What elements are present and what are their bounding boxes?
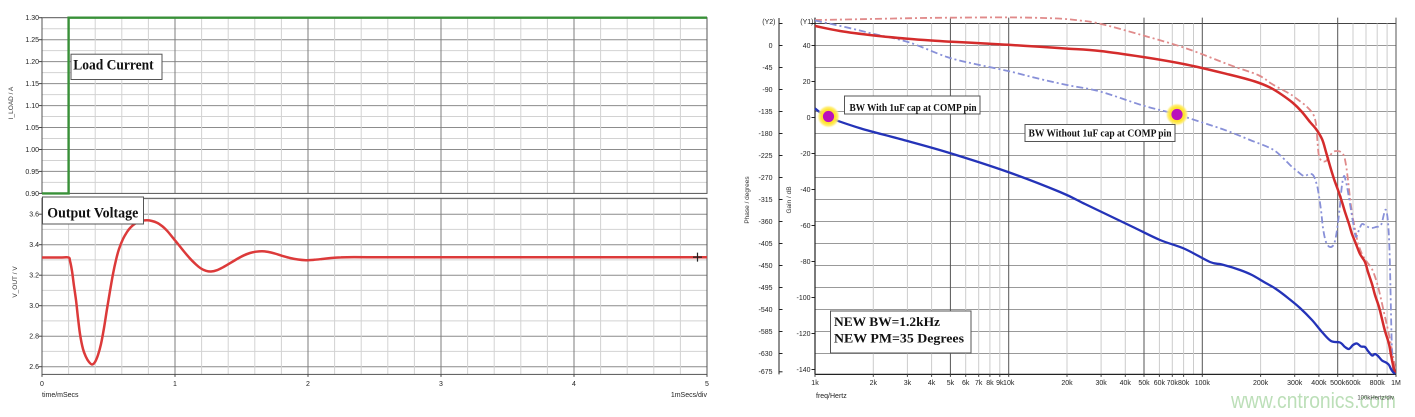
- svg-text:I_LOAD / A: I_LOAD / A: [8, 86, 15, 119]
- svg-text:10k: 10k: [1003, 380, 1015, 387]
- svg-text:800k: 800k: [1370, 380, 1386, 387]
- svg-text:3.0: 3.0: [29, 303, 39, 310]
- svg-text:1.20: 1.20: [25, 59, 39, 66]
- svg-text:1M: 1M: [1391, 380, 1401, 387]
- svg-text:0: 0: [40, 381, 44, 388]
- svg-text:-225: -225: [758, 153, 772, 160]
- svg-text:200k: 200k: [1253, 380, 1269, 387]
- svg-text:4k: 4k: [928, 380, 936, 387]
- svg-text:100k: 100k: [1195, 380, 1211, 387]
- svg-text:(Y2): (Y2): [762, 19, 775, 26]
- svg-text:100kHertz/div: 100kHertz/div: [1357, 396, 1394, 402]
- svg-text:2k: 2k: [870, 380, 878, 387]
- svg-text:1.30: 1.30: [25, 15, 39, 22]
- svg-text:NEW PM=35 Degrees: NEW PM=35 Degrees: [834, 332, 964, 346]
- svg-text:Load Current: Load Current: [73, 58, 154, 74]
- svg-text:0: 0: [807, 115, 811, 122]
- svg-text:(Y1): (Y1): [800, 19, 813, 26]
- svg-text:1mSecs/div: 1mSecs/div: [671, 392, 708, 399]
- svg-text:40k: 40k: [1120, 380, 1132, 387]
- svg-text:60k: 60k: [1154, 380, 1166, 387]
- svg-text:Phase / degrees: Phase / degrees: [744, 176, 751, 224]
- svg-text:3.4: 3.4: [29, 242, 39, 249]
- svg-text:3.6: 3.6: [29, 212, 39, 219]
- svg-text:20k: 20k: [1061, 380, 1073, 387]
- svg-text:4: 4: [572, 381, 576, 388]
- svg-text:-315: -315: [758, 197, 772, 204]
- svg-text:5k: 5k: [947, 380, 955, 387]
- svg-text:freq/Hertz: freq/Hertz: [816, 393, 847, 400]
- svg-text:3: 3: [439, 381, 443, 388]
- svg-text:1.10: 1.10: [25, 103, 39, 110]
- svg-text:-80: -80: [800, 259, 810, 266]
- svg-text:-270: -270: [758, 175, 772, 182]
- svg-text:-405: -405: [758, 241, 772, 248]
- svg-text:1.00: 1.00: [25, 147, 39, 154]
- svg-text:3k: 3k: [904, 380, 912, 387]
- svg-text:www.cntronics.com: www.cntronics.com: [1230, 388, 1396, 413]
- svg-text:0: 0: [769, 43, 773, 50]
- svg-text:BW Without 1uF cap at COMP pin: BW Without 1uF cap at COMP pin: [1029, 128, 1172, 139]
- svg-text:1k: 1k: [811, 380, 819, 387]
- svg-text:40: 40: [803, 43, 811, 50]
- svg-text:-585: -585: [758, 329, 772, 336]
- svg-text:V_OUT / V: V_OUT / V: [12, 266, 19, 298]
- svg-text:500k: 500k: [1330, 380, 1346, 387]
- svg-text:400k: 400k: [1311, 380, 1327, 387]
- svg-text:1: 1: [173, 381, 177, 388]
- svg-text:300k: 300k: [1287, 380, 1303, 387]
- svg-text:-540: -540: [758, 307, 772, 314]
- svg-text:-100: -100: [796, 295, 810, 302]
- svg-text:1.15: 1.15: [25, 81, 39, 88]
- svg-text:-40: -40: [800, 187, 810, 194]
- svg-text:2.6: 2.6: [29, 364, 39, 371]
- svg-text:2.8: 2.8: [29, 334, 39, 341]
- svg-text:7k: 7k: [975, 380, 983, 387]
- svg-text:0.90: 0.90: [25, 191, 39, 198]
- svg-text:-90: -90: [762, 87, 772, 94]
- svg-text:-60: -60: [800, 223, 810, 230]
- svg-text:-140: -140: [796, 367, 810, 374]
- svg-text:6k: 6k: [962, 380, 970, 387]
- svg-text:0.95: 0.95: [25, 169, 39, 176]
- svg-text:-120: -120: [796, 331, 810, 338]
- svg-text:-360: -360: [758, 219, 772, 226]
- svg-text:30k: 30k: [1095, 380, 1107, 387]
- svg-text:-450: -450: [758, 263, 772, 270]
- svg-text:2: 2: [306, 381, 310, 388]
- svg-text:-180: -180: [758, 131, 772, 138]
- svg-text:BW With 1uF cap at COMP pin: BW With 1uF cap at COMP pin: [850, 103, 977, 114]
- svg-text:time/mSecs: time/mSecs: [42, 392, 79, 399]
- svg-text:8k: 8k: [986, 380, 994, 387]
- svg-text:1.05: 1.05: [25, 125, 39, 132]
- svg-text:-630: -630: [758, 351, 772, 358]
- svg-text:Gain / dB: Gain / dB: [786, 186, 793, 213]
- svg-text:-45: -45: [762, 65, 772, 72]
- svg-text:NEW BW=1.2kHz: NEW BW=1.2kHz: [834, 315, 940, 329]
- svg-text:-20: -20: [800, 151, 810, 158]
- svg-text:70k: 70k: [1167, 380, 1179, 387]
- svg-text:Output Voltage: Output Voltage: [47, 205, 138, 221]
- svg-text:3.2: 3.2: [29, 273, 39, 280]
- svg-text:1.25: 1.25: [25, 37, 39, 44]
- svg-text:5: 5: [705, 381, 709, 388]
- svg-text:9k: 9k: [996, 380, 1004, 387]
- svg-text:20: 20: [803, 79, 811, 86]
- svg-text:600k: 600k: [1345, 380, 1361, 387]
- svg-text:50k: 50k: [1138, 380, 1150, 387]
- svg-text:-135: -135: [758, 109, 772, 116]
- svg-text:-675: -675: [758, 369, 772, 376]
- svg-text:80k: 80k: [1178, 380, 1190, 387]
- svg-text:-495: -495: [758, 285, 772, 292]
